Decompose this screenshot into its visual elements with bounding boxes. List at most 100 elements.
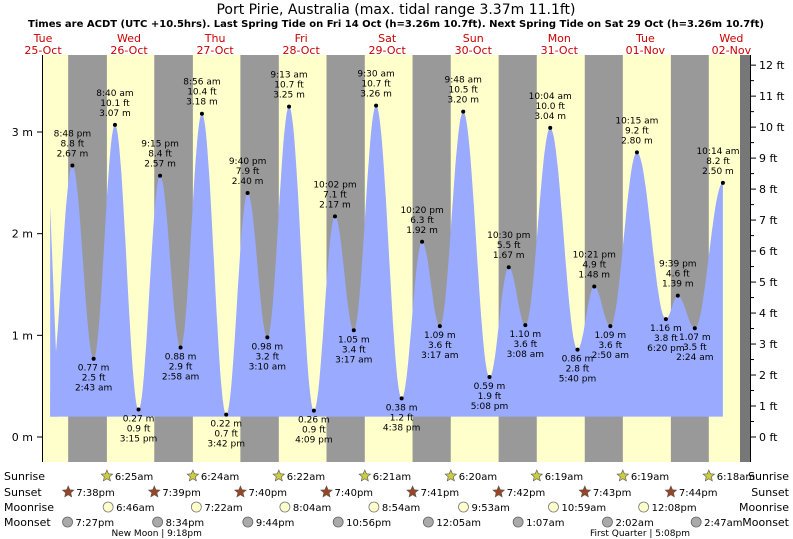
tide-feet: 4.9 ft	[582, 261, 606, 271]
tide-extreme-dot	[374, 103, 379, 108]
tide-extreme-dot	[437, 324, 442, 329]
tide-extreme-dot	[332, 214, 337, 219]
row-label-right: Moonrise	[739, 501, 789, 514]
moonrise-time: 6:46am	[116, 503, 154, 514]
sunset-icon	[147, 485, 161, 498]
tide-meters: 1.92 m	[406, 226, 438, 236]
moonset-time: 9:44pm	[256, 518, 295, 529]
row-label-left: Moonset	[4, 516, 51, 529]
moon-phase-label: First Quarter | 5:08pm	[590, 529, 690, 539]
tide-feet: 3.2 ft	[255, 352, 279, 362]
tide-extreme-dot	[487, 375, 492, 380]
sunset-time: 7:38pm	[76, 488, 115, 499]
tide-feet: 7.1 ft	[323, 190, 347, 200]
tide-extreme-dot	[592, 284, 597, 289]
sunset-time: 7:42pm	[507, 488, 546, 499]
tide-time: 8:40 am	[96, 89, 133, 99]
meter-tick-label: 3 m	[12, 126, 33, 139]
sunrise-time: 6:19am	[545, 472, 583, 483]
tide-extreme-dot	[399, 396, 404, 401]
tide-time: 3:17 am	[335, 355, 372, 365]
tide-time: 9:40 pm	[229, 157, 267, 167]
right-edge-band	[740, 55, 750, 462]
tide-extreme-dot	[420, 239, 425, 244]
feet-tick-label: 11 ft	[759, 90, 785, 103]
tide-feet: 8.4 ft	[148, 150, 172, 160]
tide-feet: 2.5 ft	[82, 374, 106, 384]
tide-time: 10:20 pm	[400, 206, 443, 216]
tide-feet: 3.4 ft	[342, 345, 366, 355]
tide-meters: 1.48 m	[578, 271, 610, 281]
tide-extreme-dot	[634, 150, 639, 155]
tide-extreme-dot	[91, 356, 96, 361]
moonrise-time: 8:54am	[382, 503, 420, 514]
tide-meters: 2.50 m	[702, 167, 734, 177]
tide-time: 3:42 pm	[207, 440, 245, 450]
tide-time: 5:40 pm	[559, 375, 597, 385]
tide-extreme-dot	[608, 324, 613, 329]
tide-extreme-dot	[70, 163, 75, 168]
tide-time: 8:56 am	[183, 78, 220, 88]
moonset-icon	[242, 516, 254, 528]
tide-meters: 1.09 m	[594, 331, 626, 341]
tide-meters: 3.04 m	[534, 112, 566, 122]
tide-meters: 2.80 m	[621, 136, 653, 146]
sunset-icon	[492, 485, 506, 498]
sunset-time: 7:41pm	[421, 488, 460, 499]
sunrise-icon	[358, 469, 372, 482]
feet-tick-label: 8 ft	[759, 183, 778, 196]
moon-phase-label: New Moon | 9:18pm	[111, 529, 201, 539]
moonset-time: 1:07am	[526, 518, 564, 529]
tide-meters: 1.07 m	[679, 333, 711, 343]
tide-extreme-dot	[692, 326, 697, 331]
moonset-icon	[332, 516, 344, 528]
feet-tick-label: 1 ft	[759, 400, 778, 413]
axes: 0 m 1 m 2 m 3 m 0 ft 1 ft 2 ft 3 ft 4 ft 5 ft 6 ft…	[12, 55, 785, 462]
sunset-icon	[578, 485, 592, 498]
tide-time: 4:38 pm	[383, 423, 421, 433]
tide-meters: 3.20 m	[447, 96, 479, 106]
day-date: 25-Oct	[24, 44, 62, 57]
feet-tick-label: 2 ft	[759, 369, 778, 382]
moonset-icon	[690, 516, 702, 528]
astro-table: Sunrise Sunrise Sunset Sunset Moonrise Moonri…	[4, 469, 790, 539]
sunrise-time: 6:22am	[287, 472, 325, 483]
moonset-icon	[512, 516, 524, 528]
tide-meters: 3.26 m	[360, 90, 392, 100]
tide-labels: 8:48 pm8.8 ft2.67 m 0.77 m2.5 ft2:43 am 8:…	[54, 70, 740, 450]
feet-tick-label: 9 ft	[759, 152, 778, 165]
tide-meters: 0.27 m	[123, 415, 155, 425]
chart-subtitle: Times are ACDT (UTC +10.5hrs). Last Spri…	[28, 19, 764, 30]
sunrise-icon	[100, 469, 114, 482]
tide-time: 3:08 am	[507, 350, 544, 360]
tide-extreme-dot	[351, 328, 356, 333]
tide-extreme-dot	[461, 109, 466, 114]
tide-time: 10:14 am	[696, 147, 739, 157]
day-date: 02-Nov	[712, 44, 752, 57]
day-date: 30-Oct	[455, 44, 493, 57]
row-label-right: Sunset	[751, 486, 789, 499]
tide-feet: 3.6 ft	[428, 341, 452, 351]
tide-time: 9:48 am	[445, 76, 482, 86]
sunset-icon	[406, 485, 420, 498]
feet-tick-label: 6 ft	[759, 245, 778, 258]
tide-time: 2:50 am	[592, 351, 629, 361]
tide-meters: 0.22 m	[210, 420, 242, 430]
day-name: Sat	[378, 32, 397, 45]
tide-extreme-dot	[548, 125, 553, 130]
tide-time: 3:15 pm	[120, 435, 158, 445]
moonset-icon	[62, 516, 73, 528]
sunset-time: 7:44pm	[679, 488, 718, 499]
tide-feet: 8.2 ft	[706, 157, 730, 167]
meter-tick-label: 1 m	[12, 329, 33, 342]
sunrise-icon	[616, 469, 630, 482]
row-label-left: Sunrise	[4, 470, 45, 483]
tide-extreme-dot	[158, 173, 163, 178]
tide-time: 8:48 pm	[54, 130, 92, 140]
tide-feet: 3.6 ft	[598, 341, 622, 351]
tide-extreme-dot	[178, 345, 183, 350]
moonset-time: 2:47am	[704, 518, 742, 529]
sunset-time: 7:40pm	[334, 488, 373, 499]
day-date: 28-Oct	[282, 44, 320, 57]
tide-time: 2:24 am	[676, 353, 713, 363]
